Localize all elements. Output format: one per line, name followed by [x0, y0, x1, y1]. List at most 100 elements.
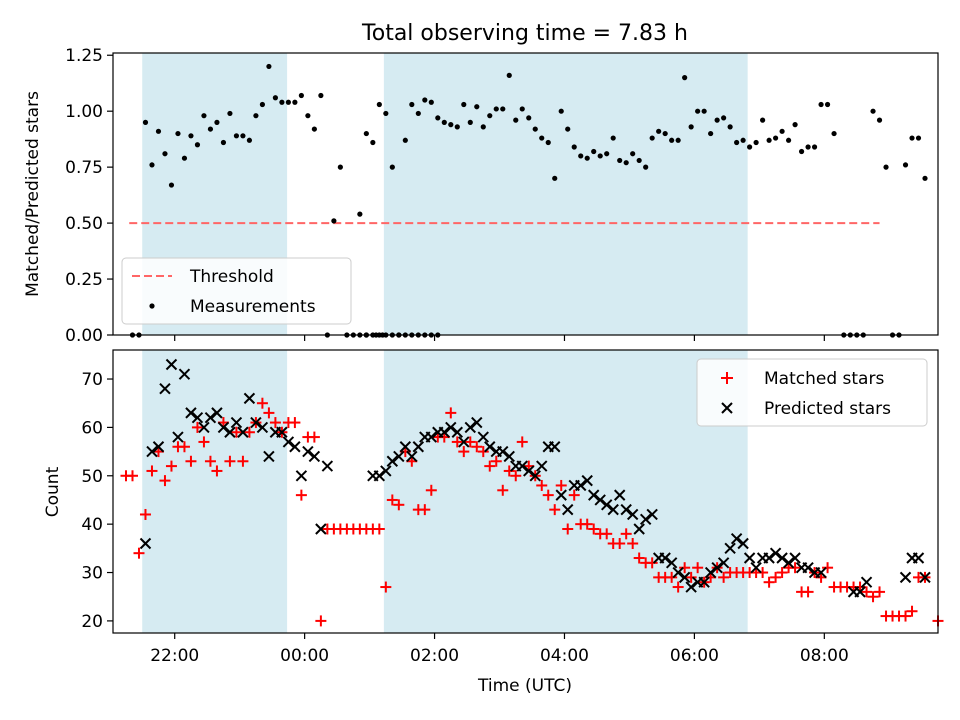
matched-star-point: [484, 460, 496, 472]
matched-star-point: [289, 417, 301, 429]
measurement-point: [643, 164, 649, 170]
measurement-point: [506, 72, 512, 78]
measurement-point: [441, 119, 447, 125]
predicted-legend-label: Predicted stars: [764, 399, 891, 419]
measurement-point: [526, 115, 532, 121]
measurement-point: [409, 101, 415, 108]
predicted-star-point: [256, 421, 269, 434]
matched-star-point: [393, 499, 405, 511]
predicted-star-point: [393, 450, 405, 463]
matched-star-point: [243, 426, 255, 438]
measurement-point: [688, 124, 694, 130]
bottom-x-tick-label: 08:00: [800, 646, 849, 666]
matched-star-point: [822, 562, 834, 574]
matched-star-point: [620, 528, 632, 540]
measurement-point: [370, 139, 376, 146]
measurement-point: [461, 101, 467, 108]
matched-star-point: [633, 552, 645, 564]
bottom-axes-frame: [112, 349, 939, 634]
predicted-star-point: [438, 426, 451, 438]
measurement-point: [604, 151, 610, 157]
measurement-point: [701, 108, 707, 114]
predicted-star-point: [295, 470, 308, 482]
measurement-point: [500, 106, 506, 112]
measurement-point: [760, 117, 766, 123]
matched-star-point: [549, 504, 561, 516]
bottom-y-axis-label: Count: [43, 466, 63, 517]
measurement-point: [753, 139, 759, 146]
predicted-star-point: [730, 532, 743, 545]
measurement-point: [142, 119, 149, 125]
measurement-point: [870, 108, 876, 114]
measurement-point: [909, 135, 915, 141]
matched-star-point: [204, 455, 216, 467]
predicted-star-point: [724, 542, 736, 555]
measurement-point: [227, 110, 233, 117]
matched-star-point: [581, 518, 593, 530]
measurement-point: [772, 135, 779, 141]
predicted-star-point: [484, 441, 496, 453]
measurement-point: [584, 155, 590, 161]
predicted-star-point: [529, 470, 541, 482]
matched-star-point: [178, 441, 190, 453]
matched-star-point: [464, 436, 476, 448]
predicted-star-point: [165, 358, 178, 371]
matched-star-point: [776, 567, 788, 579]
matched-legend-label: Matched stars: [764, 369, 884, 389]
predicted-star-point: [380, 465, 392, 477]
measurement-point: [201, 113, 207, 119]
measurement-point: [915, 135, 922, 141]
predicted-star-point: [321, 460, 334, 472]
predicted-star-point: [717, 557, 730, 569]
measurement-point: [181, 155, 188, 161]
predicted-star-point: [243, 392, 256, 405]
measurement-point: [298, 92, 304, 99]
predicted-star-point: [815, 566, 827, 579]
measurement-point: [597, 153, 603, 159]
top-y-tick-label: 0.50: [65, 214, 103, 234]
measurement-point: [818, 101, 824, 108]
measurement-point: [785, 137, 792, 143]
measurement-point: [402, 137, 408, 143]
top-legend: Threshold Measurements: [121, 257, 352, 325]
measurements-legend-label: Measurements: [190, 297, 316, 317]
matched-star-point: [295, 489, 307, 501]
matched-star-point: [256, 397, 268, 409]
measurement-point: [682, 75, 688, 81]
matched-star-point: [230, 426, 242, 438]
predicted-star-point: [503, 450, 515, 463]
predicted-star-point: [854, 586, 866, 598]
predicted-star-point: [471, 416, 483, 429]
matched-star-point: [627, 538, 639, 550]
matched-star-point: [497, 484, 509, 496]
threshold-legend-label: Threshold: [189, 267, 274, 287]
predicted-star-point: [172, 431, 184, 443]
predicted-star-point: [802, 561, 814, 574]
predicted-legend-swatch: [721, 402, 733, 414]
top-y-axis-label: Matched/Predicted stars: [23, 91, 43, 297]
measurement-point: [376, 101, 382, 108]
predicted-star-point: [152, 441, 165, 453]
predicted-star-point: [562, 503, 574, 516]
matched-star-point: [672, 581, 684, 593]
matched-star-point: [516, 436, 528, 448]
measurement-point: [175, 130, 181, 137]
predicted-star-point: [789, 552, 801, 564]
predicted-star-point: [523, 465, 535, 477]
measurement-point: [922, 175, 928, 181]
predicted-star-point: [211, 407, 223, 419]
predicted-star-point: [776, 552, 788, 564]
predicted-star-point: [711, 561, 723, 574]
predicted-star-point: [581, 474, 593, 487]
measurement-point: [876, 117, 883, 123]
matched-star-point: [666, 571, 678, 583]
matched-star-point: [133, 547, 145, 559]
measurement-point: [454, 124, 460, 130]
predicted-star-point: [626, 508, 639, 521]
matched-star-point: [679, 562, 691, 574]
top-y-tick-label: 1.25: [65, 46, 103, 66]
predicted-star-point: [678, 571, 691, 584]
predicted-star-point: [185, 407, 197, 419]
measurement-point: [578, 153, 584, 159]
measurement-point: [656, 128, 662, 134]
